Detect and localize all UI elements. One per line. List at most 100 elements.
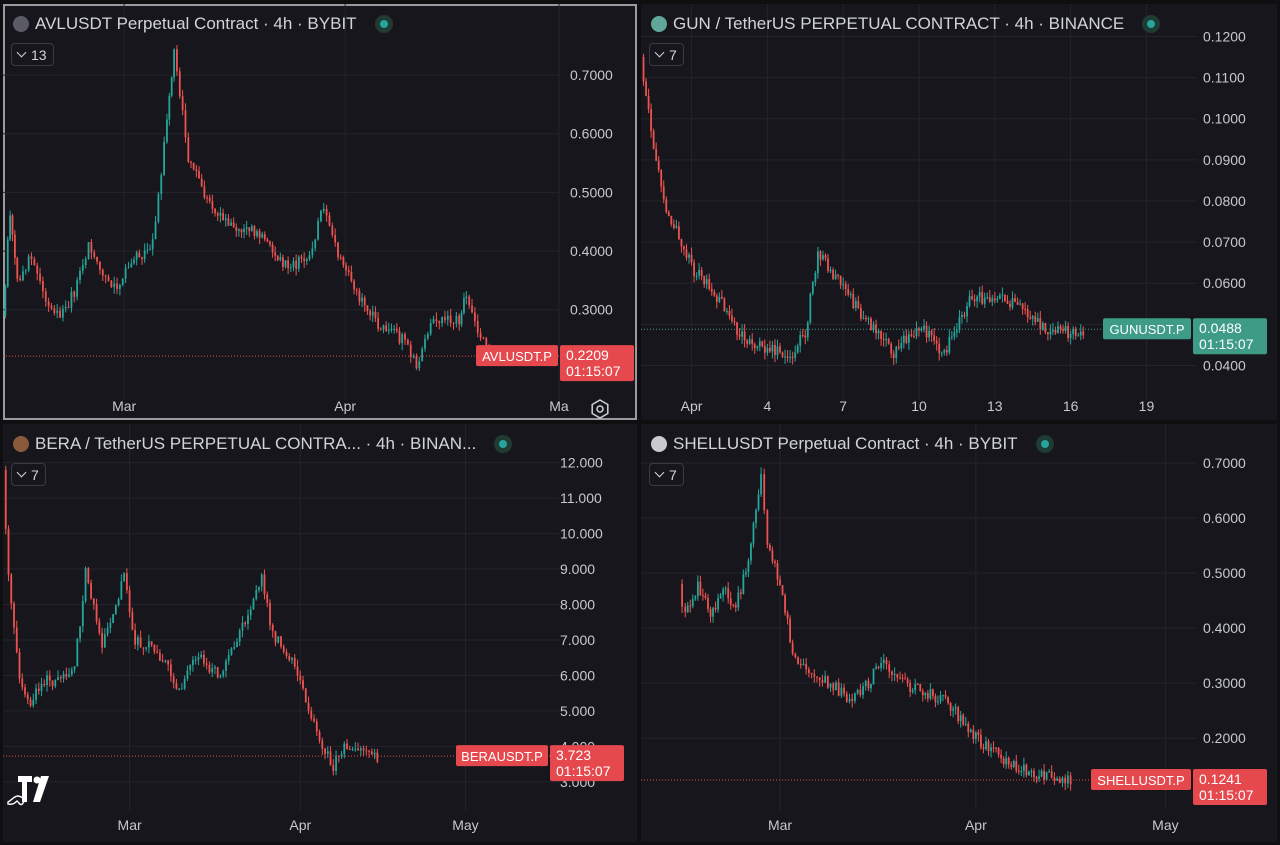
chart-panel-berausdt[interactable]: 12.000 11.000 10.000 9.000 8.000 7.000 6.000 5.… <box>3 424 637 842</box>
indicators-toggle[interactable]: 7 <box>649 463 684 486</box>
candle-body <box>133 259 135 264</box>
chart-panel-shellusdt[interactable]: 0.7000 0.6000 0.5000 0.4000 0.3000 0.2000 Mar A… <box>641 424 1277 842</box>
y-tick-label: 12.000 <box>560 455 603 471</box>
candle-body <box>269 241 271 245</box>
candle-body <box>880 330 882 339</box>
indicators-toggle[interactable]: 7 <box>11 463 46 486</box>
candle-body <box>184 110 187 138</box>
candle-body <box>248 227 251 232</box>
candle-body <box>7 528 10 575</box>
candle-body <box>263 574 266 595</box>
candle-body <box>337 242 339 258</box>
candle-body <box>237 229 240 231</box>
candle-body <box>683 246 685 250</box>
candle-body <box>1022 764 1025 772</box>
candle-body <box>1052 329 1054 332</box>
last-price-value: 0.1241 <box>1199 771 1242 787</box>
candle-body <box>244 622 247 625</box>
candle-body <box>842 284 845 286</box>
candle-body <box>310 710 313 719</box>
candle-body <box>832 683 835 691</box>
candle-body <box>923 325 925 330</box>
candles <box>681 467 1072 791</box>
candle-body <box>1002 758 1005 765</box>
candle-body <box>276 255 279 261</box>
candle-body <box>4 469 7 529</box>
candle-body <box>166 119 168 142</box>
candle-body <box>757 494 760 510</box>
candle-body <box>235 227 238 231</box>
candle-body <box>385 325 388 331</box>
candle-body <box>1077 335 1080 337</box>
candle-body <box>784 595 786 613</box>
candle-body <box>347 270 350 272</box>
candle-body <box>921 690 924 696</box>
candle-body <box>366 305 369 312</box>
candle-body <box>976 296 979 302</box>
candle-body <box>287 260 290 269</box>
candle-body <box>786 612 789 619</box>
candle-body <box>821 679 824 683</box>
candle-body <box>211 201 214 209</box>
candle-body <box>192 659 194 666</box>
candle-body <box>284 260 287 267</box>
avlusdt-chart[interactable]: 0.7000 0.6000 0.5000 0.4000 0.3000 Mar Apr Ma AV… <box>3 4 637 420</box>
indicators-toggle[interactable]: 13 <box>11 43 54 66</box>
shellusdt-chart[interactable]: 0.7000 0.6000 0.5000 0.4000 0.3000 0.2000 Mar A… <box>641 424 1277 842</box>
candle-body <box>714 607 717 610</box>
candle-body <box>717 598 719 610</box>
candle-body <box>877 666 880 668</box>
candle-body <box>906 679 909 684</box>
indicator-count: 7 <box>669 46 677 63</box>
indicators-toggle[interactable]: 7 <box>649 43 684 66</box>
candle-body <box>684 606 687 613</box>
candle-body <box>729 598 732 605</box>
berausdt-chart[interactable]: 12.000 11.000 10.000 9.000 8.000 7.000 6.000 5.… <box>3 424 637 842</box>
bar-countdown: 01:15:07 <box>1199 787 1254 803</box>
candle-body <box>926 693 929 699</box>
candle-body <box>192 162 195 170</box>
candle-body <box>170 77 173 96</box>
ticker-tag-bg <box>1103 318 1191 340</box>
candle-body <box>766 347 769 353</box>
candle-body <box>46 675 48 685</box>
candle-body <box>856 689 859 694</box>
x-tick-label: Mar <box>118 817 142 833</box>
gunusdt-chart[interactable]: 0.1200 0.1100 0.1000 0.0900 0.0800 0.0700 0.06… <box>641 4 1277 420</box>
candle-body <box>978 292 981 297</box>
chart-panel-gunusdt[interactable]: 0.1200 0.1100 0.1000 0.0900 0.0800 0.0700 0.06… <box>641 4 1277 420</box>
candle-body <box>32 699 35 706</box>
candle-body <box>685 249 688 258</box>
candle-body <box>313 718 315 722</box>
candle-body <box>996 298 999 301</box>
candle-body <box>845 693 848 702</box>
candle-body <box>68 674 70 677</box>
candle-body <box>784 356 786 358</box>
y-tick-label: 9.000 <box>560 561 595 577</box>
candle-body <box>810 672 813 674</box>
candle-body <box>50 305 53 309</box>
chart-panel-avlusdt[interactable]: 0.7000 0.6000 0.5000 0.4000 0.3000 Mar Apr Ma AV… <box>3 4 637 420</box>
candle-body <box>208 197 211 202</box>
candle-body <box>779 579 781 586</box>
candle-body <box>136 637 139 645</box>
candle-body <box>988 297 991 302</box>
bar-countdown: 01:15:07 <box>566 363 621 379</box>
candle-body <box>699 581 702 596</box>
x-tick-label: Apr <box>334 398 356 414</box>
settings-gear-icon[interactable] <box>590 399 610 419</box>
candle-body <box>694 596 697 599</box>
candle-body <box>957 707 960 722</box>
candle-body <box>672 224 675 228</box>
candle-body <box>1029 317 1032 319</box>
y-tick-label: 0.0600 <box>1203 275 1246 291</box>
candle-body <box>1034 316 1037 322</box>
y-tick-label: 0.0800 <box>1203 193 1246 209</box>
candle-body <box>130 263 133 268</box>
candle-body <box>446 315 449 320</box>
candle-body <box>924 693 927 696</box>
candle-body <box>206 197 208 199</box>
candle-body <box>885 659 888 665</box>
candle-body <box>796 345 799 353</box>
candle-body <box>371 311 374 316</box>
